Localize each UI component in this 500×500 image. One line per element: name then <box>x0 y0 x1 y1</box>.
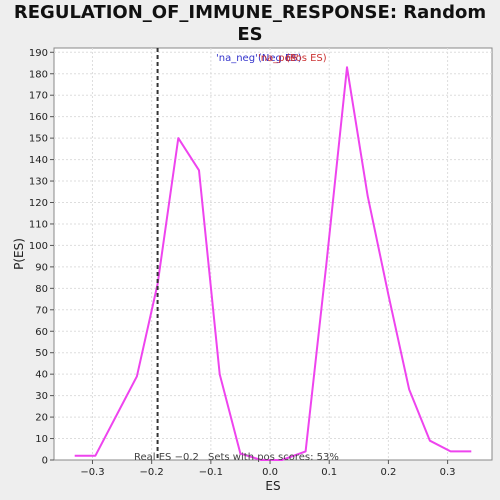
y-axis-label: P(ES) <box>12 238 26 270</box>
y-tick-label: 190 <box>29 48 48 59</box>
x-tick-label: 0.2 <box>380 467 396 478</box>
y-tick-label: 170 <box>29 91 48 102</box>
y-tick-label: 20 <box>35 413 48 424</box>
y-tick-label: 140 <box>29 155 48 166</box>
legend-entry-na-pos: 'na_pos' <box>258 53 299 64</box>
y-tick-label: 180 <box>29 69 48 80</box>
x-tick-label: 0.3 <box>440 467 456 478</box>
y-tick-label: 0 <box>42 456 48 467</box>
y-tick-label: 90 <box>35 262 48 273</box>
y-tick-label: 10 <box>35 434 48 445</box>
y-tick-label: 50 <box>35 348 48 359</box>
x-tick-label: −0.1 <box>199 467 223 478</box>
x-tick-label: −0.2 <box>140 467 164 478</box>
x-tick-label: 0.0 <box>262 467 278 478</box>
pos-scores-label: Sets with pos scores: 53% <box>208 452 339 463</box>
y-tick-label: 120 <box>29 198 48 209</box>
y-tick-label: 70 <box>35 305 48 316</box>
chart-title-line1: REGULATION_OF_IMMUNE_RESPONSE: Random ES <box>13 2 487 45</box>
grid <box>54 48 492 460</box>
y-tick-label: 130 <box>29 177 48 188</box>
x-tick-label: −0.3 <box>80 467 104 478</box>
x-axis-label: ES <box>265 479 280 493</box>
y-tick-label: 160 <box>29 112 48 123</box>
y-tick-label: 30 <box>35 391 48 402</box>
es-distribution-line <box>74 66 472 461</box>
y-tick-label: 110 <box>29 219 48 230</box>
plot-area <box>53 47 493 461</box>
y-tick-label: 80 <box>35 284 48 295</box>
real-es-label: Real ES −0.2 <box>134 452 199 463</box>
axes: 0 10 20 30 40 50 60 70 80 90 100 110 120 130 140 150 160… <box>29 48 456 478</box>
legend-entry-pos-es: (Pos ES) <box>286 53 327 64</box>
legend-entry-na-neg: 'na_neg' <box>216 53 258 64</box>
legend: 'na_neg' (Neg ES) 'na_pos' (Pos ES) <box>216 53 327 64</box>
y-tick-label: 40 <box>35 370 48 381</box>
x-tick-label: 0.1 <box>321 467 337 478</box>
series-layer <box>74 66 472 461</box>
y-tick-label: 150 <box>29 134 48 145</box>
legend-entry-neg-es: (Neg ES) <box>258 53 302 64</box>
y-tick-label: 100 <box>29 241 48 252</box>
y-tick-label: 60 <box>35 327 48 338</box>
